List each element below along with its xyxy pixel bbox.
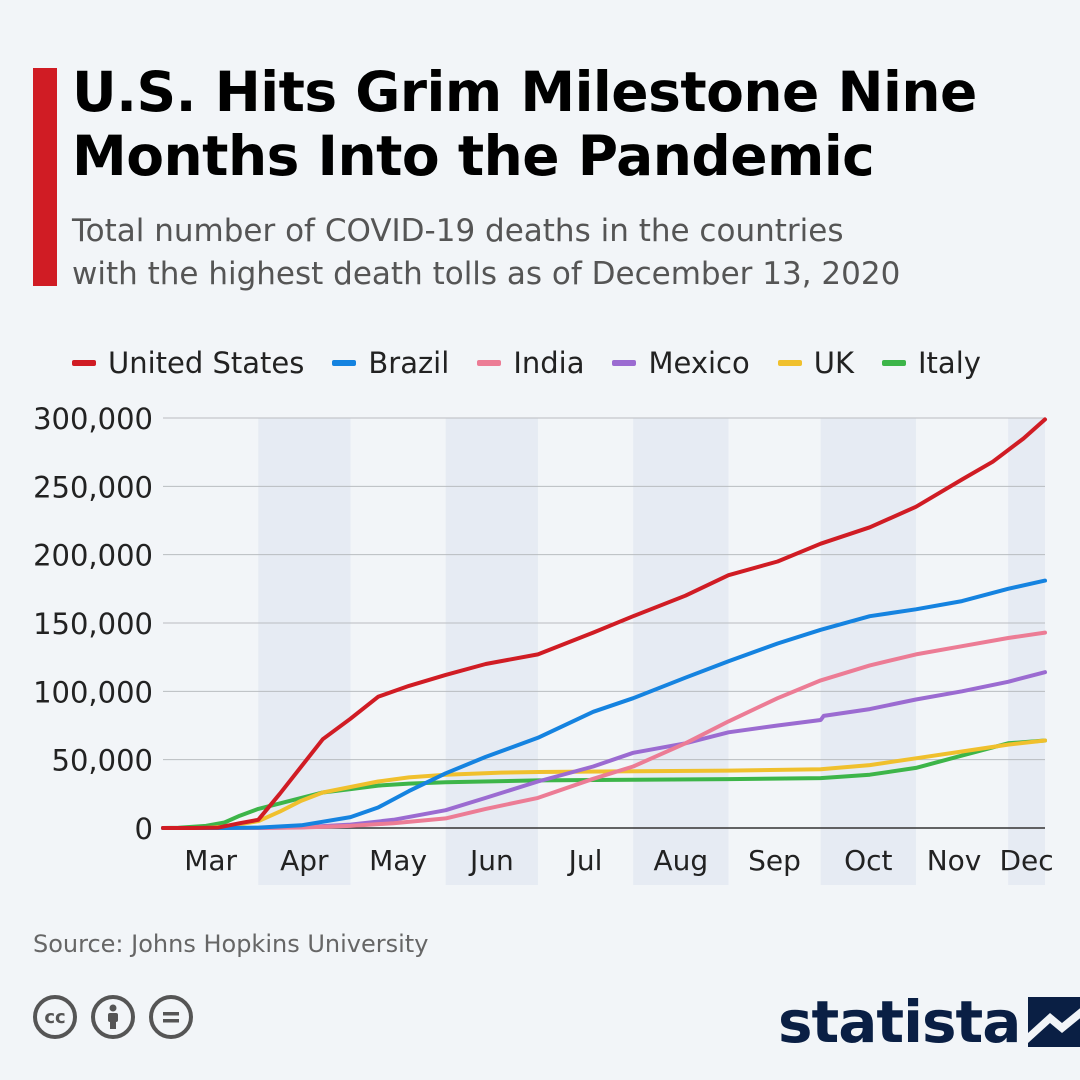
y-tick-label: 300,000 [33,402,153,436]
statista-mark-icon [1028,997,1080,1047]
line-chart: 0 50,000 100,000 150,000 200,000 250,000 300,0… [33,402,1054,885]
statista-logo[interactable]: statista [778,988,1080,1056]
x-tick-label: Dec [999,844,1053,877]
y-tick-label: 0 [135,812,153,846]
title-line-2: Months Into the Pandemic [72,124,875,188]
x-tick-label: Nov [927,844,982,877]
month-band [633,418,729,885]
x-tick-label: Aug [653,844,708,877]
chart-legend: United States Brazil India Mexico UK Italy [72,343,1009,383]
license-icons: cc [33,995,207,1039]
title-accent-bar [33,68,57,286]
x-tick-label: Jun [468,844,514,877]
x-tick-label: Mar [184,844,237,877]
legend-label: UK [813,346,854,380]
legend-swatch [777,360,802,366]
attribution-icon[interactable] [91,995,135,1039]
legend-swatch [612,360,637,366]
legend-item: India [477,346,584,380]
source-note: Source: Johns Hopkins University [33,930,429,958]
x-tick-label: Apr [280,844,329,877]
legend-item: UK [777,346,854,380]
series-line-united-states [161,417,1047,830]
page-title: U.S. Hits Grim Milestone Nine Months Int… [72,60,1062,188]
legend-item: Italy [882,346,981,380]
month-band [1008,418,1045,885]
legend-label: India [513,346,585,380]
series-line-italy [161,738,1047,830]
legend-swatch [477,360,502,366]
y-tick-label: 50,000 [52,744,153,778]
title-line-1: U.S. Hits Grim Milestone Nine [72,60,977,124]
legend-swatch [882,360,906,366]
x-tick-label: May [369,844,427,877]
y-tick-label: 150,000 [33,607,153,641]
x-tick-label: Oct [844,844,892,877]
no-derivatives-icon[interactable] [149,995,193,1039]
y-tick-label: 250,000 [33,470,153,504]
y-tick-label: 200,000 [33,539,153,573]
series-line-brazil [161,578,1047,830]
month-band [258,418,351,885]
subtitle-line-1: Total number of COVID-19 deaths in the c… [72,213,844,249]
legend-item: United States [72,346,304,380]
cc-icon[interactable]: cc [33,995,77,1039]
legend-item: Mexico [612,346,750,380]
month-band [820,418,916,885]
legend-item: Brazil [332,346,449,380]
series-line-india [161,630,1047,830]
legend-swatch [72,360,96,366]
subtitle-line-2: with the highest death tolls as of Decem… [72,256,901,292]
legend-label: Italy [918,346,981,380]
legend-label: Mexico [648,346,750,380]
logo-text: statista [778,988,1021,1056]
legend-label: United States [108,346,305,380]
y-tick-label: 100,000 [33,675,153,709]
x-tick-label: Jul [567,844,603,877]
x-tick-label: Sep [748,844,801,877]
legend-label: Brazil [368,346,450,380]
legend-swatch [332,360,357,366]
page-subtitle: Total number of COVID-19 deaths in the c… [72,210,1062,296]
